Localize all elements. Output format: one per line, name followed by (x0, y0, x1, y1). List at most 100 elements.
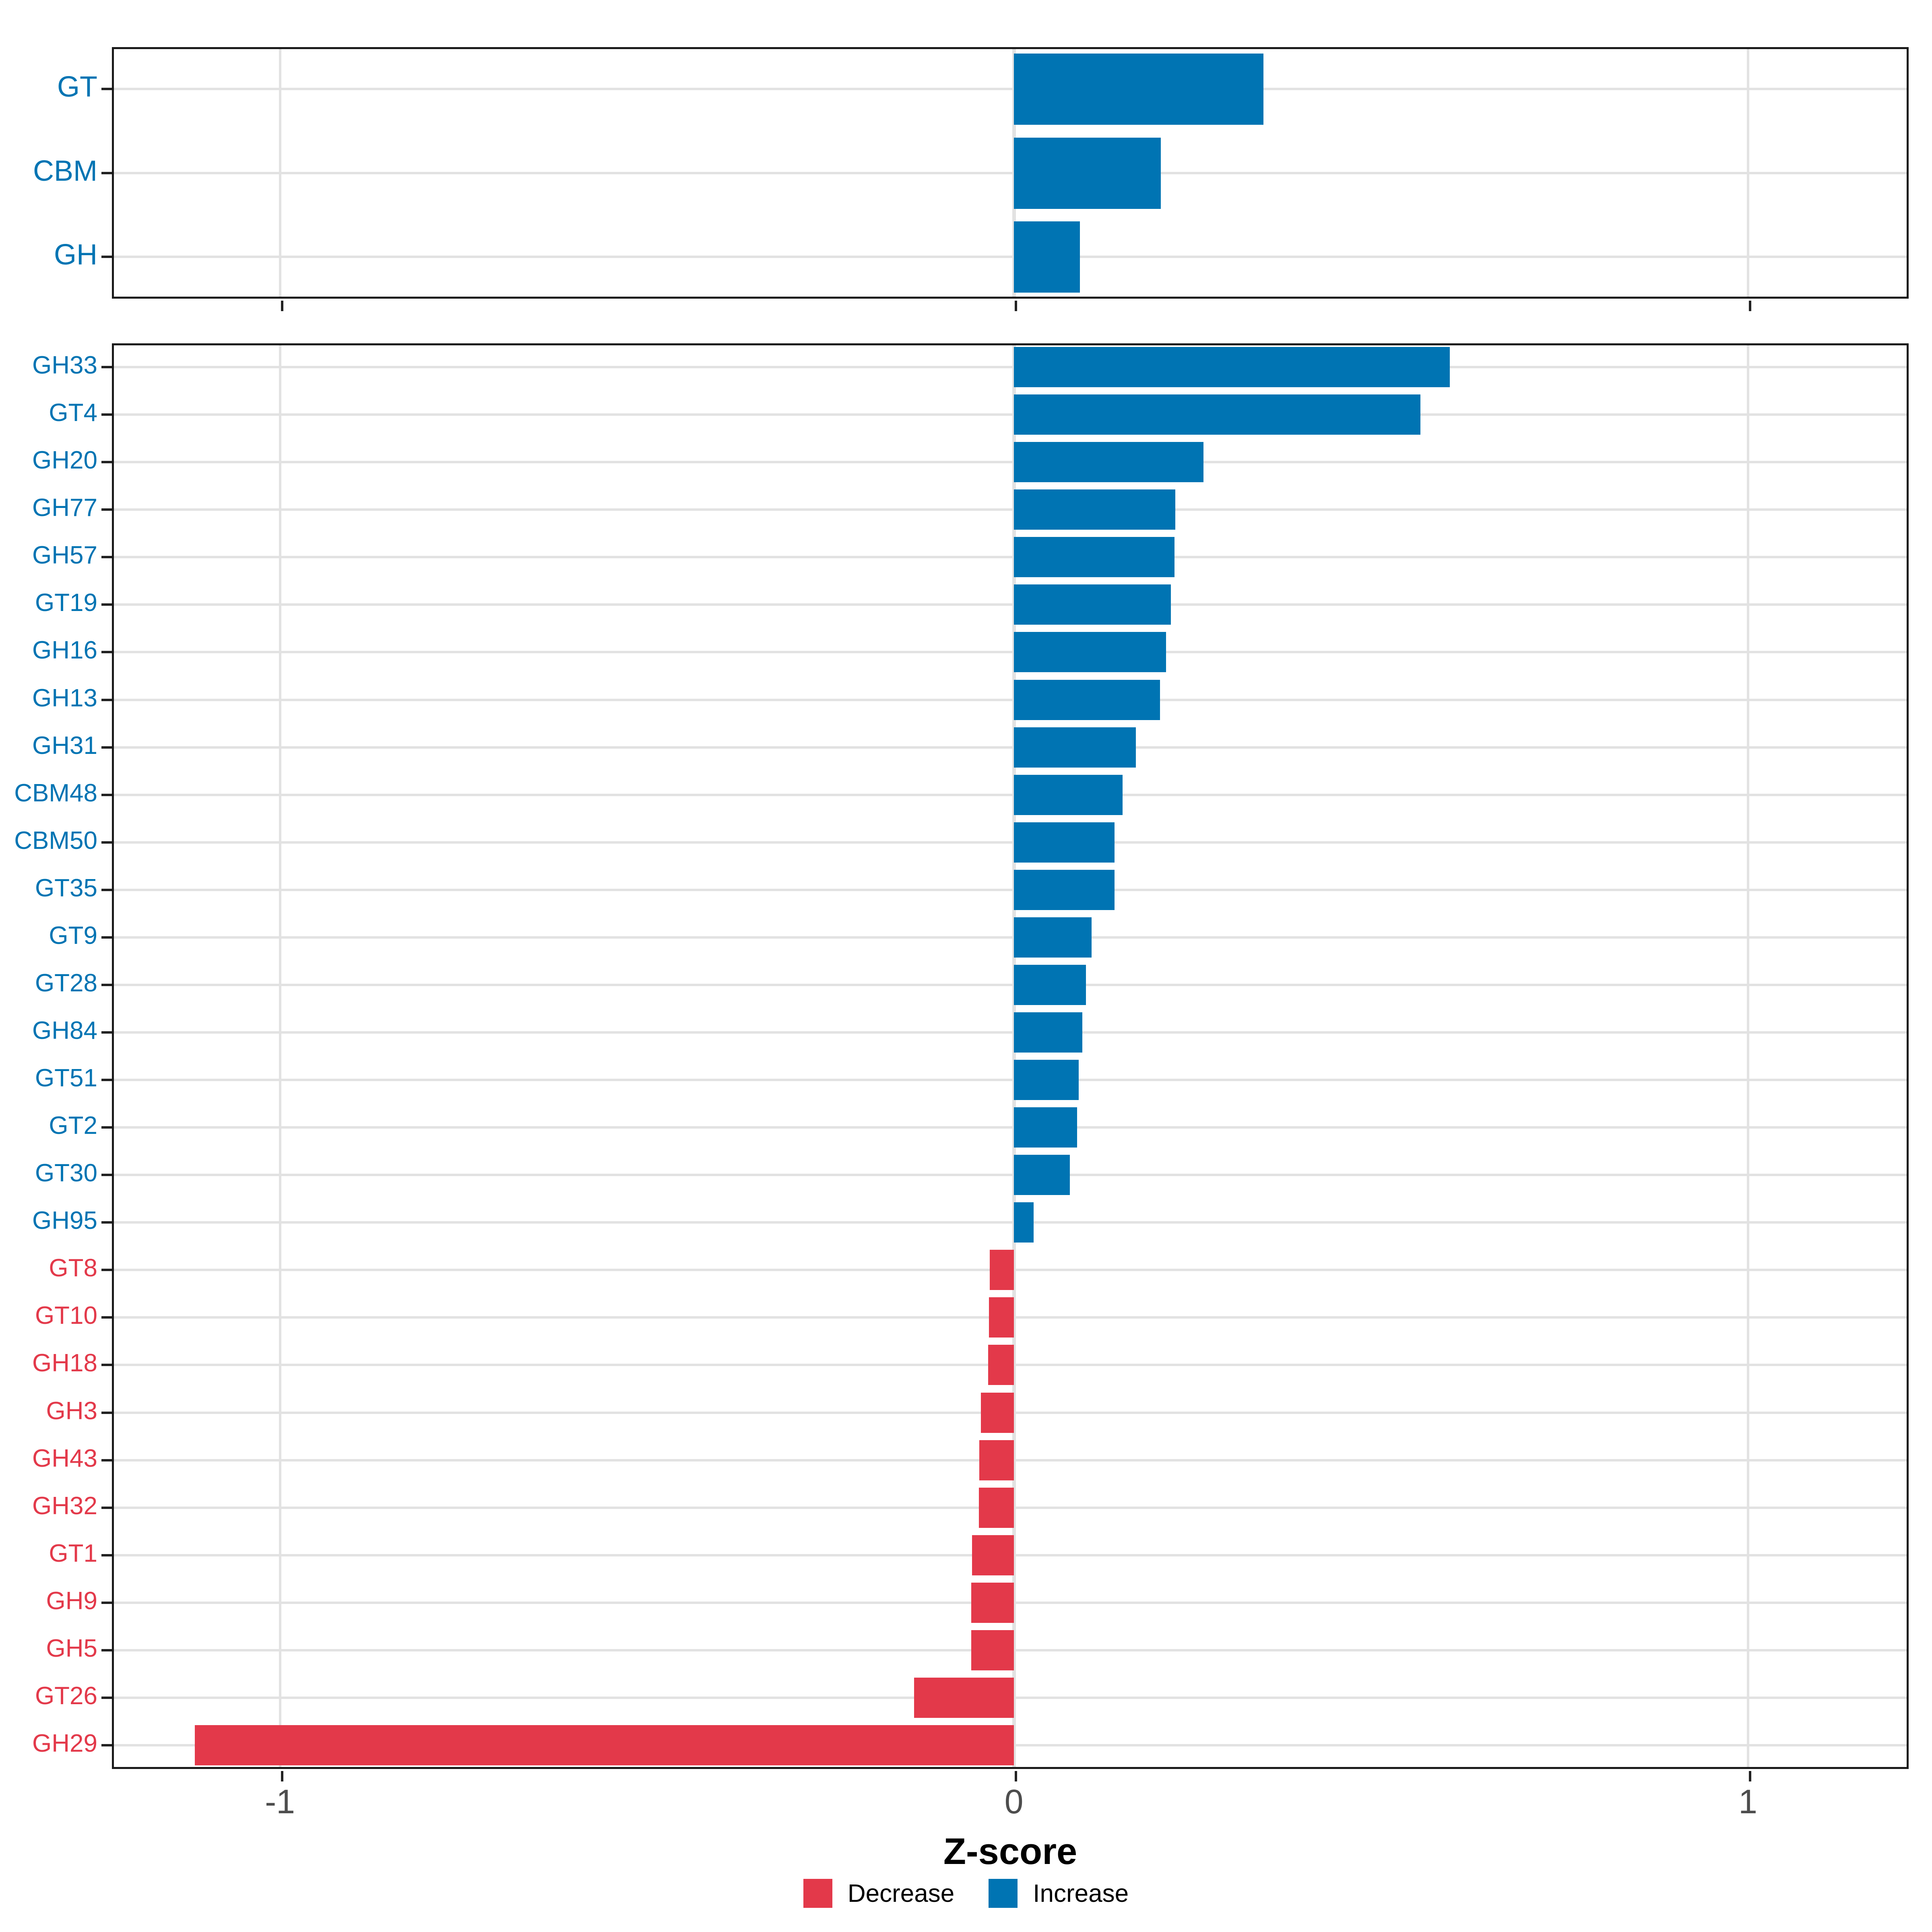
gridline-horizontal (114, 508, 1907, 511)
gridline-vertical (1746, 345, 1749, 1767)
gridline-horizontal (114, 984, 1907, 986)
y-axis-tick (101, 366, 112, 368)
gridline-horizontal (114, 603, 1907, 606)
gridline-horizontal (114, 556, 1907, 558)
x-axis-tick (1748, 1771, 1751, 1781)
bar-GH31 (1014, 727, 1136, 768)
gridline-horizontal (114, 841, 1907, 844)
y-axis-label-GH9: GH9 (46, 1587, 97, 1615)
y-axis-label-GH43: GH43 (32, 1444, 97, 1472)
gridline-horizontal (114, 1221, 1907, 1224)
bar-GT51 (1014, 1060, 1079, 1100)
y-axis-label-CBM: CBM (33, 155, 97, 187)
x-axis-tick (1015, 301, 1018, 311)
bar-CBM (1014, 137, 1161, 209)
y-axis-tick (101, 1126, 112, 1129)
bar-GT1 (972, 1535, 1014, 1575)
bar-GH33 (1014, 347, 1450, 387)
bar-GT8 (989, 1250, 1014, 1290)
y-axis-tick (101, 746, 112, 749)
y-axis-tick (101, 256, 112, 258)
gridline-horizontal (114, 1174, 1907, 1176)
bar-CBM48 (1014, 775, 1123, 815)
gridline-horizontal (114, 461, 1907, 463)
bar-GT30 (1014, 1155, 1070, 1195)
y-axis-tick (101, 1507, 112, 1509)
bar-GT10 (989, 1297, 1014, 1338)
y-axis-label-GT26: GT26 (35, 1682, 97, 1710)
y-axis-tick (101, 508, 112, 511)
y-axis-tick (101, 1174, 112, 1176)
y-axis-tick (101, 936, 112, 939)
bar-GH77 (1014, 489, 1176, 530)
bar-GH5 (971, 1630, 1014, 1670)
x-axis-tick (281, 1771, 283, 1781)
gridline-horizontal (114, 699, 1907, 701)
y-axis-label-GT2: GT2 (49, 1111, 97, 1139)
y-axis-tick (101, 1221, 112, 1224)
y-axis-label-GT28: GT28 (35, 969, 97, 997)
y-axis-label-GH18: GH18 (32, 1349, 97, 1377)
gridline-horizontal (114, 1079, 1907, 1081)
x-tick-label-1: 1 (1738, 1783, 1757, 1821)
y-axis-label-GT: GT (57, 70, 97, 103)
y-axis-label-GH77: GH77 (32, 493, 97, 522)
y-axis-label-GH16: GH16 (32, 636, 97, 664)
legend-label-increase: Increase (1033, 1879, 1129, 1907)
gridline-horizontal (114, 889, 1907, 891)
y-axis-tick (101, 1364, 112, 1366)
bar-GT4 (1014, 394, 1421, 435)
legend: Decrease Increase (0, 1879, 1932, 1908)
y-axis-tick (101, 88, 112, 90)
bar-GT (1014, 53, 1264, 125)
bar-GH57 (1014, 537, 1175, 577)
bar-GH3 (981, 1393, 1014, 1433)
gridline-horizontal (114, 366, 1907, 368)
y-axis-label-CBM48: CBM48 (14, 779, 97, 807)
x-tick-label--1: -1 (265, 1783, 295, 1821)
bar-GT26 (914, 1678, 1014, 1718)
y-axis-tick (101, 461, 112, 463)
bar-GH29 (195, 1725, 1014, 1765)
bar-GH43 (979, 1440, 1014, 1480)
bar-GT9 (1014, 917, 1092, 958)
bar-GH20 (1014, 442, 1203, 482)
legend-item-decrease: Decrease (803, 1879, 954, 1908)
main-panel-enzyme-families (101, 343, 1909, 1781)
y-axis-label-GH95: GH95 (32, 1206, 97, 1234)
y-axis-label-GT35: GT35 (35, 874, 97, 902)
x-tick-label-0: 0 (1004, 1783, 1024, 1821)
y-axis-label-GH57: GH57 (32, 541, 97, 569)
y-axis-tick (101, 841, 112, 844)
y-axis-tick (101, 1316, 112, 1319)
y-axis-label-GH5: GH5 (46, 1634, 97, 1662)
gridline-horizontal (114, 256, 1907, 258)
y-axis-tick (101, 651, 112, 653)
gridline-horizontal (114, 936, 1907, 939)
y-axis-tick (101, 1412, 112, 1414)
y-axis-label-GT9: GT9 (49, 921, 97, 949)
y-axis-tick (101, 172, 112, 174)
bar-GH9 (971, 1583, 1014, 1623)
y-axis-label-GT51: GT51 (35, 1064, 97, 1092)
gridline-horizontal (114, 1031, 1907, 1034)
y-axis-tick (101, 889, 112, 891)
bar-GH18 (988, 1345, 1014, 1385)
bar-GH16 (1014, 632, 1166, 672)
y-axis-label-GT19: GT19 (35, 588, 97, 617)
gridline-horizontal (114, 172, 1907, 174)
top-panel-enzyme-classes (101, 47, 1909, 311)
y-axis-tick (101, 984, 112, 986)
bar-CBM50 (1014, 822, 1115, 863)
y-axis-tick (101, 1649, 112, 1651)
y-axis-label-GT10: GT10 (35, 1301, 97, 1329)
legend-item-increase: Increase (989, 1879, 1129, 1908)
y-axis-tick (101, 794, 112, 796)
y-axis-label-GH32: GH32 (32, 1492, 97, 1520)
gridline-vertical (1012, 345, 1016, 1767)
y-axis-tick (101, 413, 112, 416)
y-axis-label-GH3: GH3 (46, 1397, 97, 1425)
x-axis-title: Z-score (943, 1831, 1077, 1872)
y-axis-label-GH33: GH33 (32, 351, 97, 379)
gridline-horizontal (114, 413, 1907, 416)
